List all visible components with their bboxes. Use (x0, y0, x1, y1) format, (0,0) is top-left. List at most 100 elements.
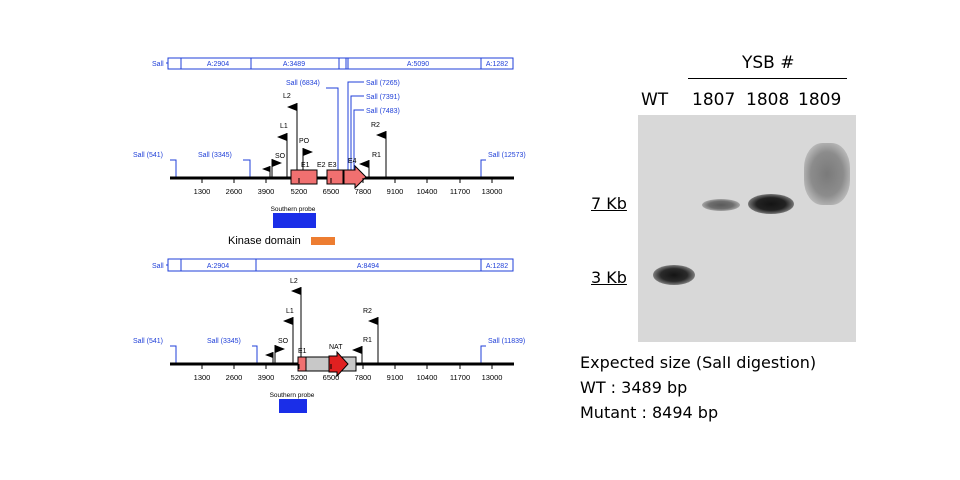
blot-title: YSB # (742, 53, 795, 73)
top-tick-label: 6500 (323, 187, 340, 196)
top-cut-site-label: Sall (541) (133, 152, 163, 159)
top-exon-arrow (343, 164, 367, 190)
top-primer-label: SO (275, 153, 286, 160)
bottom-tick-label: 7800 (355, 373, 372, 382)
top-exon-label: E3 (328, 162, 337, 169)
top-cut-site-line (353, 109, 364, 178)
bottom-southern-probe (279, 399, 307, 413)
top-fragment-label: A:1282 (486, 61, 508, 68)
top-cut-site-label: Sall (7483) (366, 108, 400, 115)
band-1809-smear (804, 143, 850, 205)
top-primer-label: R2 (371, 122, 380, 129)
primer-flag-icon (272, 159, 282, 167)
top-southern-probe (273, 213, 316, 228)
bottom-fragment-bar (167, 258, 514, 272)
top-tick-label: 1300 (194, 187, 211, 196)
top-tick-label: 13000 (482, 187, 503, 196)
bottom-tick-label: 9100 (387, 373, 404, 382)
bottom-tick-label: 1300 (194, 373, 211, 382)
top-sall-left-label: Sall (152, 61, 164, 68)
top-exon-label: E2 (317, 162, 326, 169)
bottom-cut-site-line (170, 345, 177, 364)
bottom-fragment-label: A:2904 (207, 263, 229, 270)
bottom-cut-site-label: Sall (541) (133, 338, 163, 345)
bottom-tick-label: 3900 (258, 373, 275, 382)
top-cut-site-label: Sall (12573) (488, 152, 526, 159)
top-tick-label: 2600 (226, 187, 243, 196)
top-exon-label: E4 (348, 158, 357, 165)
bottom-tick-label: 6500 (323, 373, 340, 382)
top-primer-label: PO (299, 138, 310, 145)
bottom-fragment-label: A:8494 (357, 263, 379, 270)
top-exon-box (290, 169, 318, 185)
marker-7kb: 7 Kb (591, 194, 627, 213)
bottom-primer-label: L2 (290, 278, 298, 285)
top-map: Sall A:2904 A:3489 A:5090 A:1282 Sall (5… (133, 57, 526, 228)
top-cut-site-line (243, 159, 251, 178)
top-tick-label: 10400 (417, 187, 438, 196)
bottom-cut-site-label: Sall (3345) (207, 338, 241, 345)
top-primer-label: R1 (372, 152, 381, 159)
top-exon-label: E1 (301, 162, 310, 169)
kinase-legend-swatch (311, 237, 335, 245)
primer-flag-icon (283, 317, 293, 325)
primer-flag-icon (291, 287, 301, 295)
top-cut-site-label: Sall (6834) (286, 80, 320, 87)
caption-line: Mutant : 8494 bp (580, 403, 719, 422)
top-fragment-bar (167, 57, 514, 70)
bottom-cut-site-line (480, 345, 486, 364)
blot-caption: Expected size (SalI digestion) WT : 3489… (580, 350, 816, 425)
primer-flag-icon (262, 166, 270, 172)
kinase-legend-label: Kinase domain (228, 235, 301, 247)
bottom-cut-site-line (252, 345, 258, 364)
caption-line: WT : 3489 bp (580, 378, 688, 397)
bottom-sall-left-label: Sall (152, 263, 164, 270)
top-primer-label: L2 (283, 93, 291, 100)
bottom-primer-label: SO (278, 338, 289, 345)
bottom-tick-label: 10400 (417, 373, 438, 382)
top-exon-box (326, 169, 344, 185)
bottom-tick-label: 2600 (226, 373, 243, 382)
top-cut-site-line (350, 95, 364, 178)
bottom-primer-label: R2 (363, 308, 372, 315)
top-fragment-label: A:5090 (407, 61, 429, 68)
primer-flag-icon (265, 352, 273, 358)
bottom-probe-label: Southern probe (270, 392, 315, 399)
top-tick-label: 9100 (387, 187, 404, 196)
lane-label-1808: 1808 (746, 90, 790, 110)
top-probe-label: Southern probe (271, 206, 316, 213)
primer-flag-icon (368, 317, 378, 325)
primer-flag-icon (376, 131, 386, 139)
marker-3kb: 3 Kb (591, 268, 627, 287)
lane-label-wt: WT (641, 90, 669, 110)
top-cut-site-line (326, 87, 339, 178)
primer-flag-icon (359, 160, 369, 168)
bottom-tick-label: 13000 (482, 373, 503, 382)
top-tick-label: 11700 (450, 187, 470, 196)
band-1808 (748, 194, 794, 214)
primer-flag-icon (275, 345, 285, 353)
bottom-cut-site-label: Sall (11839) (488, 338, 525, 345)
bottom-primers: L2 L1 SO R2 R1 (265, 278, 379, 364)
kinase-legend: Kinase domain (228, 235, 335, 247)
bottom-exon-label: E1 (298, 348, 307, 355)
blot-gel-image (638, 115, 856, 342)
primer-flag-icon (352, 346, 362, 354)
top-fragment-label: A:2904 (207, 61, 229, 68)
top-cut-site-line (170, 159, 177, 178)
top-tick-label: 5200 (291, 187, 308, 196)
top-tick-label: 7800 (355, 187, 372, 196)
top-cut-site-label: Sall (3345) (198, 152, 232, 159)
top-cut-site-line (480, 159, 486, 178)
bottom-nat-label: NAT (329, 344, 343, 351)
bottom-tick-label: 5200 (291, 373, 308, 382)
top-axis-ticks (201, 178, 493, 183)
lane-label-1809: 1809 (798, 90, 842, 110)
top-fragment-label: A:3489 (283, 61, 305, 68)
caption-line: Expected size (SalI digestion) (580, 353, 817, 372)
bottom-map: Sall A:2904 A:8494 A:1282 Sall (541) Sal… (133, 258, 525, 413)
bottom-fragment-label: A:1282 (486, 263, 508, 270)
top-cut-site-label: Sall (7391) (366, 94, 400, 101)
bottom-axis-ticks (201, 364, 493, 369)
